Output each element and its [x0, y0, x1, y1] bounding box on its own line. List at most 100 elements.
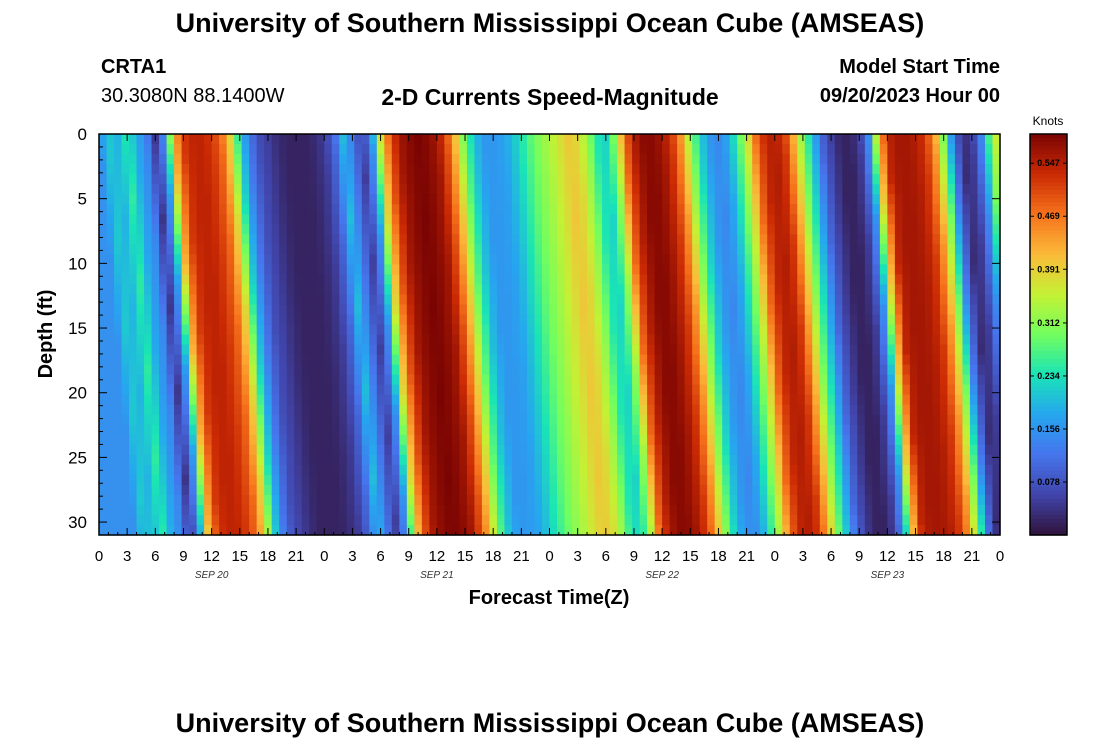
heatmap-cell — [159, 414, 168, 426]
heatmap-cell — [977, 464, 986, 476]
heatmap-cell — [264, 334, 273, 346]
heatmap-cell — [587, 484, 596, 496]
heatmap-cell — [159, 294, 168, 306]
heatmap-cell — [902, 394, 911, 406]
heatmap-cell — [714, 314, 723, 326]
heatmap-cell — [316, 324, 325, 336]
heatmap-cell — [384, 294, 393, 306]
heatmap-cell — [526, 274, 536, 285]
heatmap-cell — [977, 354, 986, 366]
heatmap-cell — [684, 274, 693, 285]
heatmap-cell — [669, 524, 678, 536]
heatmap-cell — [391, 224, 400, 235]
heatmap-cell — [481, 274, 491, 285]
heatmap-cell — [939, 184, 949, 195]
heatmap-cell — [151, 494, 160, 506]
heatmap-cell — [812, 214, 821, 225]
heatmap-cell — [939, 344, 949, 356]
heatmap-cell — [286, 174, 295, 185]
heatmap-cell — [639, 174, 648, 185]
heatmap-cell — [489, 324, 498, 336]
heatmap-cell — [204, 234, 213, 245]
heatmap-cell — [759, 474, 768, 486]
heatmap-cell — [384, 244, 393, 255]
heatmap-cell — [564, 384, 573, 396]
heatmap-cell — [481, 514, 491, 526]
heatmap-cell — [129, 434, 138, 446]
heatmap-cell — [549, 304, 558, 316]
heatmap-cell — [384, 144, 393, 155]
heatmap-cell — [954, 164, 964, 175]
heatmap-cell — [797, 364, 806, 376]
heatmap-cell — [279, 354, 288, 366]
heatmap-cell — [121, 234, 130, 245]
heatmap-cell — [677, 354, 686, 366]
heatmap-cell — [241, 484, 250, 496]
heatmap-cell — [339, 274, 348, 285]
heatmap-cell — [504, 234, 513, 245]
heatmap-cell — [789, 444, 798, 456]
heatmap-cell — [647, 224, 656, 235]
heatmap-cell — [677, 284, 686, 296]
heatmap-cell — [872, 304, 881, 316]
heatmap-cell — [767, 234, 776, 245]
heatmap-cell — [316, 424, 325, 436]
heatmap-cell — [587, 144, 596, 155]
heatmap-cell — [549, 174, 558, 185]
heatmap-cell — [587, 444, 596, 456]
heatmap-cell — [241, 454, 250, 466]
heatmap-cell — [444, 254, 453, 265]
heatmap-cell — [151, 424, 160, 436]
heatmap-cell — [316, 284, 325, 296]
heatmap-cell — [226, 244, 235, 255]
heatmap-cell — [887, 524, 896, 536]
heatmap-cell — [106, 344, 115, 356]
heatmap-cell — [909, 464, 919, 476]
heatmap-cell — [714, 274, 723, 285]
heatmap-cell — [752, 464, 761, 476]
heatmap-cell — [887, 504, 896, 516]
heatmap-cell — [136, 354, 145, 366]
heatmap-cell — [744, 394, 753, 406]
heatmap-cell — [572, 454, 581, 466]
heatmap-cell — [324, 294, 333, 306]
heatmap-cell — [669, 274, 678, 285]
heatmap-cell — [932, 284, 941, 296]
heatmap-cell — [376, 204, 385, 215]
heatmap-cell — [879, 454, 888, 466]
heatmap-cell — [984, 524, 994, 536]
heatmap-cell — [339, 194, 348, 205]
heatmap-cell — [594, 524, 603, 536]
heatmap-cell — [406, 394, 415, 406]
heatmap-cell — [677, 424, 686, 436]
heatmap-cell — [181, 444, 190, 456]
heatmap-cell — [496, 434, 506, 446]
heatmap-cell — [166, 274, 175, 285]
heatmap-cell — [429, 214, 438, 225]
heatmap-cell — [324, 424, 333, 436]
heatmap-cell — [939, 464, 949, 476]
heatmap-cell — [421, 334, 430, 346]
heatmap-cell — [211, 264, 220, 275]
heatmap-cell — [99, 524, 108, 536]
heatmap-cell — [759, 194, 768, 205]
heatmap-cell — [196, 164, 205, 175]
heatmap-cell — [541, 184, 551, 195]
heatmap-cell — [376, 294, 385, 306]
heatmap-cell — [444, 504, 453, 516]
heatmap-cell — [834, 504, 843, 516]
heatmap-cell — [647, 174, 656, 185]
heatmap-cell — [669, 204, 678, 215]
heatmap-cell — [902, 154, 911, 165]
heatmap-cell — [339, 294, 348, 306]
heatmap-cell — [361, 504, 370, 516]
heatmap-cell — [707, 234, 716, 245]
heatmap-cell — [909, 204, 919, 215]
heatmap-cell — [677, 184, 686, 195]
heatmap-cell — [151, 334, 160, 346]
heatmap-cell — [354, 374, 363, 386]
heatmap-cell — [166, 294, 175, 306]
heatmap-cell — [241, 324, 250, 336]
heatmap-cell — [969, 424, 979, 436]
heatmap-cell — [782, 234, 791, 245]
